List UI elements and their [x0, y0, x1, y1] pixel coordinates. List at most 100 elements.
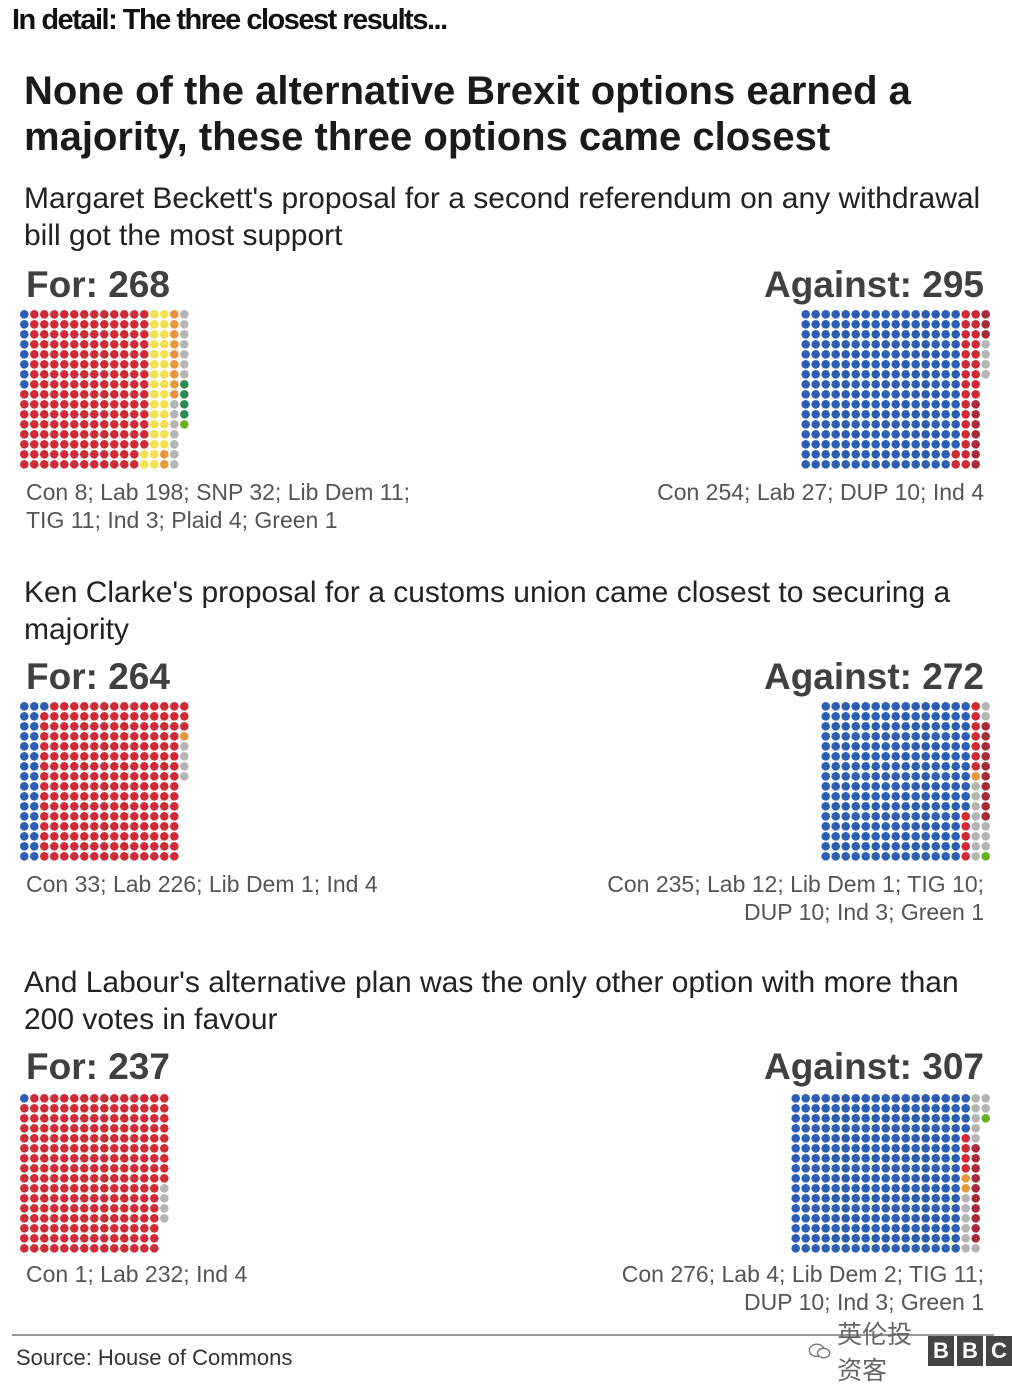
vote-dot-con: [891, 832, 900, 841]
vote-dot-lab: [130, 450, 139, 459]
bbc-logo-letter: B: [928, 1336, 954, 1366]
vote-dot-con: [861, 400, 870, 409]
vote-dot-con: [901, 320, 910, 329]
vote-dot-lab: [140, 440, 149, 449]
vote-dot-snp: [150, 380, 159, 389]
vote-dot-con: [851, 1204, 860, 1213]
vote-dot-con: [881, 842, 890, 851]
vote-dot-con: [881, 792, 890, 801]
vote-dot-con: [931, 1204, 940, 1213]
vote-dot-con: [861, 440, 870, 449]
vote-dot-con: [861, 430, 870, 439]
vote-dot-con: [821, 1224, 830, 1233]
vote-dot-lab: [160, 742, 169, 751]
vote-dot-con: [821, 350, 830, 359]
vote-dot-con: [841, 330, 850, 339]
vote-dot-con: [951, 420, 960, 429]
vote-dot-con: [951, 1174, 960, 1183]
vote-dot-tig: [180, 310, 189, 319]
vote-dot-con: [901, 1164, 910, 1173]
vote-dot-lab: [50, 832, 59, 841]
vote-dot-lab: [130, 360, 139, 369]
vote-dot-lab: [170, 832, 179, 841]
vote-dot-lab: [150, 832, 159, 841]
vote-dot-lab: [30, 410, 39, 419]
vote-dot-con: [901, 1094, 910, 1103]
vote-dot-lab: [90, 792, 99, 801]
vote-dot-con: [931, 1194, 940, 1203]
vote-dot-lab: [40, 1134, 49, 1143]
source-note: Source: House of Commons: [16, 1345, 293, 1370]
vote-dot-con: [881, 1224, 890, 1233]
vote-dot-lab: [100, 370, 109, 379]
vote-dot-ind: [180, 350, 189, 359]
vote-dot-lab: [961, 320, 970, 329]
vote-dot-con: [891, 390, 900, 399]
vote-dot-lab: [110, 832, 119, 841]
vote-dot-con: [931, 722, 940, 731]
vote-dot-lab: [140, 1184, 149, 1193]
vote-dot-con: [911, 842, 920, 851]
vote-dot-lab: [80, 752, 89, 761]
vote-dot-con: [821, 310, 830, 319]
vote-dot-lab: [170, 782, 179, 791]
vote-dot-con: [911, 460, 920, 469]
vote-dot-con: [821, 1194, 830, 1203]
watermark: 英伦投资客 B B C: [808, 1321, 1012, 1385]
vote-dot-dup: [981, 722, 990, 731]
vote-dot-con: [851, 1114, 860, 1123]
vote-dot-con: [20, 772, 29, 781]
vote-dot-lab: [100, 1194, 109, 1203]
vote-dot-con: [841, 1124, 850, 1133]
vote-dot-con: [801, 1184, 810, 1193]
vote-dot-lab: [150, 802, 159, 811]
vote-dot-con: [921, 360, 930, 369]
vote-dot-con: [821, 1144, 830, 1153]
vote-dot-con: [931, 1174, 940, 1183]
vote-dot-lab: [100, 1244, 109, 1253]
vote-dot-lab: [100, 772, 109, 781]
vote-dot-con: [851, 1124, 860, 1133]
vote-dot-tig: [981, 712, 990, 721]
vote-dot-con: [801, 1214, 810, 1223]
vote-dot-lab: [120, 370, 129, 379]
vote-dot-lab: [100, 832, 109, 841]
vote-dot-lab: [40, 460, 49, 469]
vote-dot-lab: [90, 1174, 99, 1183]
vote-dot-lab: [60, 450, 69, 459]
vote-dot-con: [801, 1224, 810, 1233]
vote-dot-con: [881, 702, 890, 711]
vote-dot-tig: [971, 812, 980, 821]
vote-dot-con: [861, 852, 870, 861]
vote-dot-snp: [150, 370, 159, 379]
vote-dot-con: [911, 330, 920, 339]
vote-dot-lab: [120, 742, 129, 751]
vote-dot-con: [931, 310, 940, 319]
vote-dot-lab: [70, 852, 79, 861]
vote-dot-lab: [40, 842, 49, 851]
vote-dot-lab: [120, 1234, 129, 1243]
vote-dot-lab: [40, 772, 49, 781]
vote-dot-con: [931, 420, 940, 429]
vote-dot-con: [891, 450, 900, 459]
vote-dot-lab: [40, 430, 49, 439]
vote-dot-con: [871, 1104, 880, 1113]
vote-dot-lab: [140, 1204, 149, 1213]
vote-dot-con: [851, 310, 860, 319]
vote-dot-con: [941, 782, 950, 791]
vote-dot-lab: [130, 1184, 139, 1193]
vote-dot-con: [851, 340, 860, 349]
vote-dot-plaid: [180, 380, 189, 389]
vote-dot-lab: [120, 1114, 129, 1123]
vote-dot-lab: [50, 390, 59, 399]
vote-dot-con: [901, 450, 910, 459]
vote-dot-lab: [30, 1114, 39, 1123]
vote-dot-lab: [971, 762, 980, 771]
vote-dot-snp: [160, 380, 169, 389]
vote-dot-lab: [40, 792, 49, 801]
vote-dot-con: [821, 460, 830, 469]
vote-dot-tig: [971, 832, 980, 841]
vote-dot-con: [901, 370, 910, 379]
vote-dot-lab: [120, 822, 129, 831]
vote-dot-con: [811, 1094, 820, 1103]
